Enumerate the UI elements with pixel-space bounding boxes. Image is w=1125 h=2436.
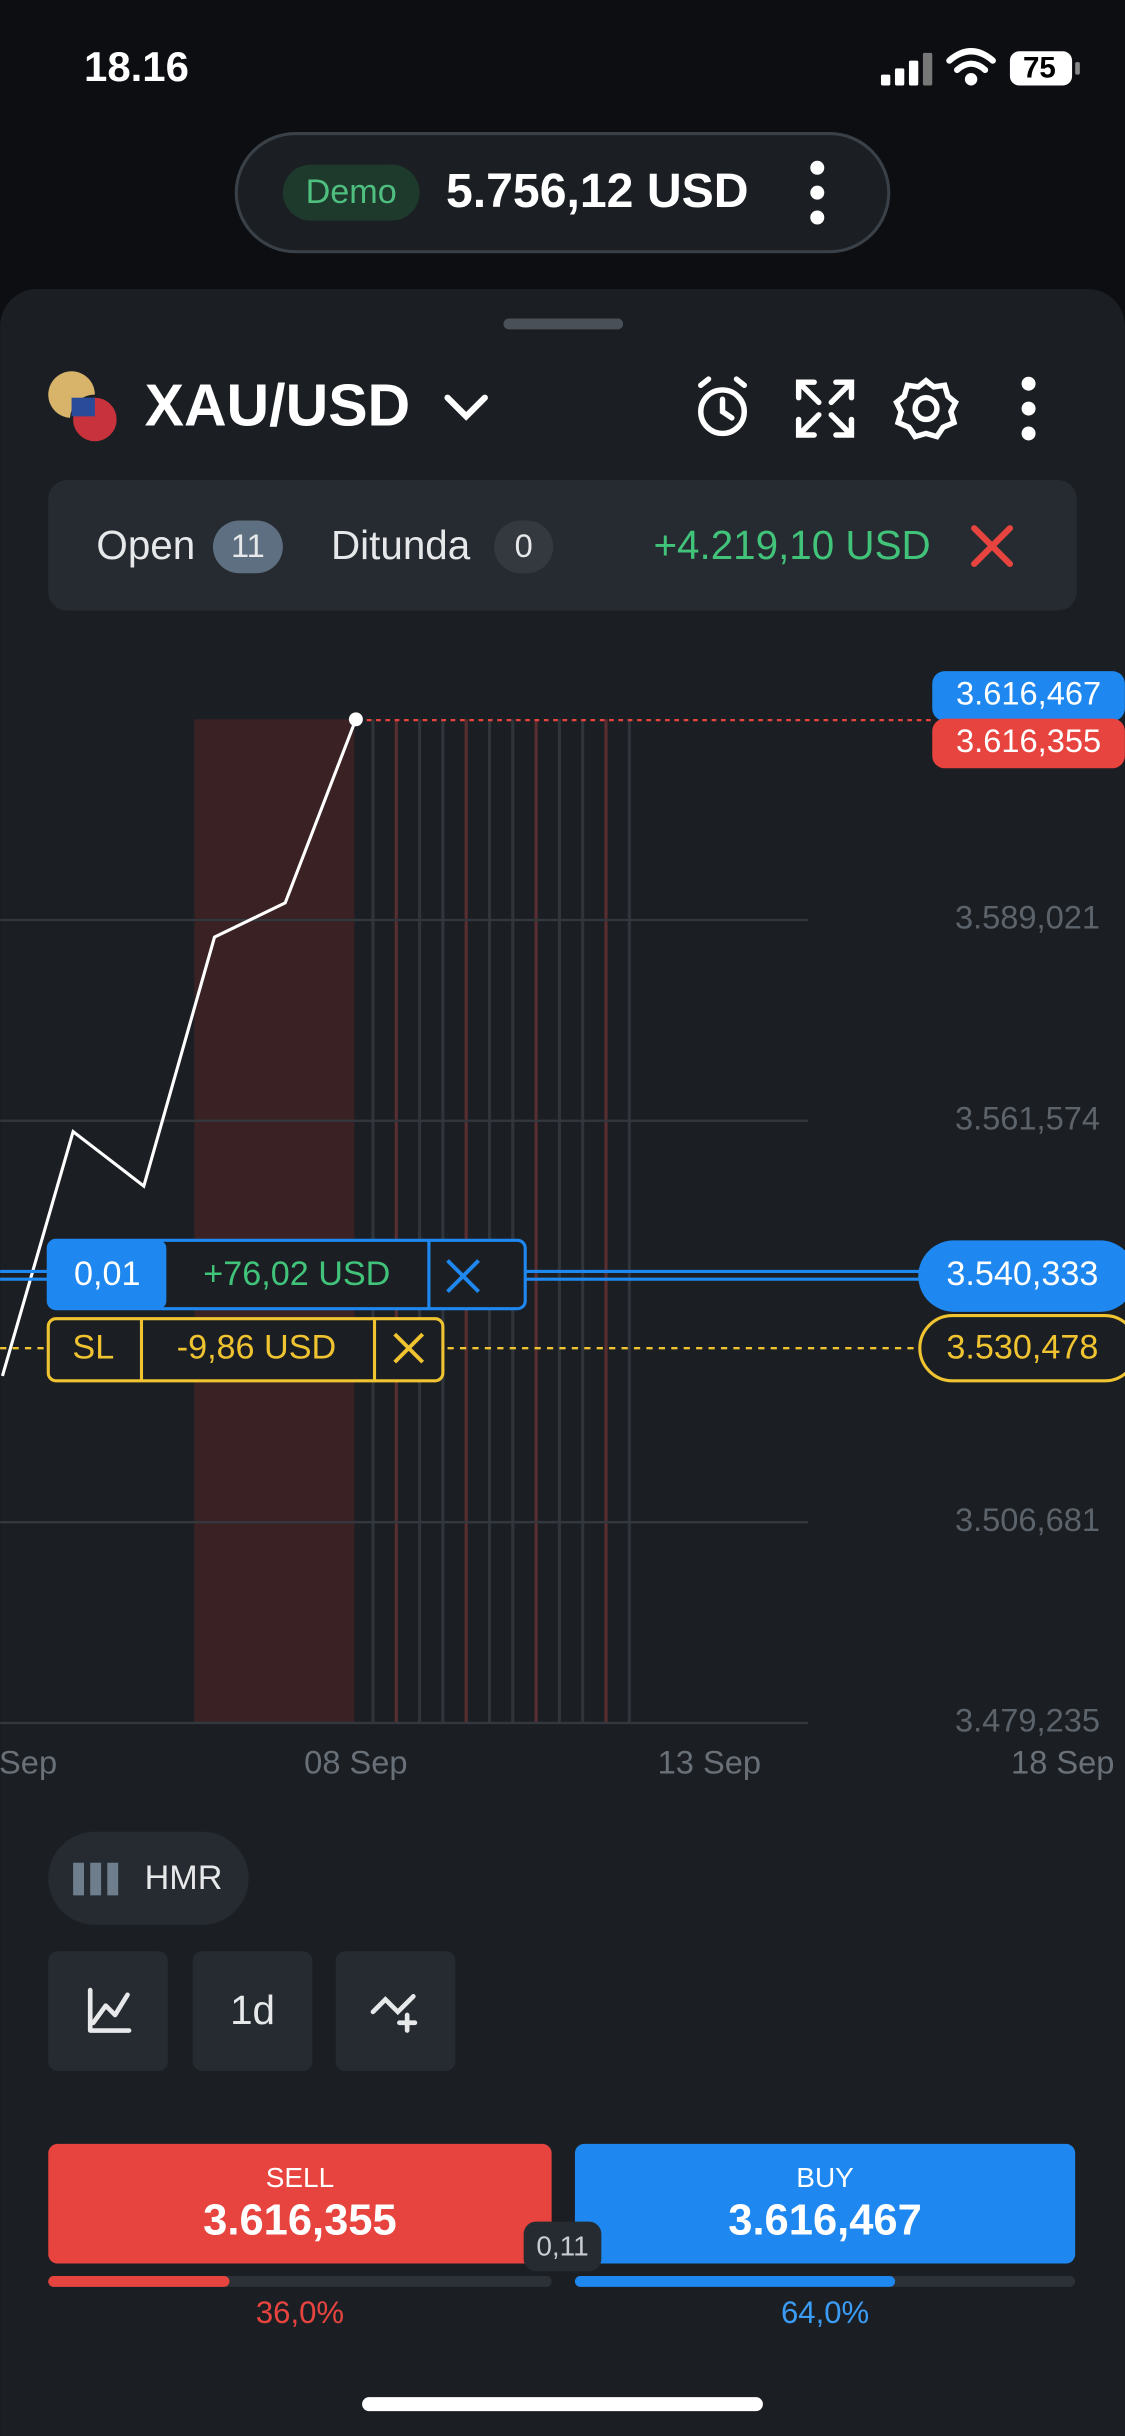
buy-share-bar: [574, 2275, 896, 2287]
ask-price-tag: [932, 671, 1125, 721]
symbol-dropdown[interactable]: [444, 394, 488, 421]
session-highlight: [194, 719, 355, 1723]
y-tick-label: 3.506,681: [955, 1501, 1100, 1538]
home-indicator: [362, 2397, 763, 2412]
bid-price-label: 3.616,355: [956, 722, 1101, 759]
open-count-badge: [212, 520, 283, 574]
y-tick-label: 3.589,021: [955, 899, 1100, 936]
battery: [1009, 51, 1073, 86]
stop-loss-tag: SL: [72, 1329, 114, 1367]
account-menu[interactable]: [810, 160, 825, 225]
indicator-icon: [73, 1862, 119, 1896]
buy-share-label: 64,0%: [781, 2295, 869, 2330]
pending-tab[interactable]: Ditunda: [331, 522, 471, 568]
battery-cap: [1075, 62, 1080, 75]
wifi-icon: [946, 48, 996, 86]
signal-icon: [880, 52, 933, 86]
timeframe-label: 1d: [230, 1987, 275, 2033]
sell-share-bar: [48, 2275, 230, 2287]
indicator-pill[interactable]: [48, 1831, 249, 1925]
position-price-tag: [918, 1240, 1125, 1312]
bid-price-tag: [932, 718, 1125, 769]
position-pnl: +76,02 USD: [203, 1255, 390, 1293]
positions-bar: [48, 480, 1077, 611]
price-chart: 3.479,235 3.506,681 3.561,574 3.589,021 Sep 0…: [0, 671, 1125, 1780]
sell-price: 3.616,355: [203, 2197, 397, 2245]
settings-icon[interactable]: [893, 377, 959, 440]
buy-label: BUY: [796, 2162, 854, 2193]
status-time: 18.16: [84, 43, 189, 90]
open-count: 11: [231, 527, 265, 564]
last-price-dot: [348, 712, 363, 727]
total-pnl: +4.219,10 USD: [653, 522, 930, 568]
alarm-icon[interactable]: [698, 376, 747, 437]
demo-badge: [282, 164, 420, 221]
y-tick-label: 3.561,574: [955, 1099, 1100, 1136]
spread: 0,11: [536, 2230, 588, 2261]
x-tick-label: Sep: [0, 1743, 57, 1780]
pending-count: 0: [515, 527, 533, 564]
chart-type-icon: [87, 1987, 132, 2033]
position-volume-box: [48, 1240, 167, 1309]
drag-handle[interactable]: [503, 318, 624, 330]
open-tab[interactable]: Open: [96, 522, 195, 568]
spread-badge: [523, 2221, 602, 2272]
price-line: [0, 718, 358, 1377]
sell-share-label: 36,0%: [256, 2295, 344, 2330]
close-all-button[interactable]: [971, 525, 1014, 568]
stop-loss-box: [46, 1317, 445, 1383]
position-volume: 0,01: [74, 1255, 140, 1293]
x-tick-label: 08 Sep: [304, 1743, 407, 1780]
y-tick-label: 3.479,235: [955, 1702, 1100, 1739]
stop-loss-pnl: -9,86 USD: [177, 1329, 336, 1367]
more-menu[interactable]: [1021, 376, 1036, 441]
battery-level: 75: [1023, 52, 1056, 85]
fullscreen-icon[interactable]: [795, 379, 855, 438]
position-price-label: 3.540,333: [946, 1255, 1098, 1293]
position-close[interactable]: [446, 1259, 480, 1293]
account-balance: 5.756,12 USD: [446, 164, 749, 218]
x-tick-label: 13 Sep: [658, 1743, 761, 1780]
stop-loss-price-label: 3.530,478: [946, 1329, 1098, 1367]
ask-price-label: 3.616,467: [956, 675, 1101, 712]
pending-count-badge: [494, 520, 554, 574]
add-indicator-icon: [370, 1994, 418, 2033]
indicator-label: HMR: [145, 1859, 223, 1897]
sell-button[interactable]: [48, 2143, 552, 2264]
x-tick-label: 18 Sep: [1011, 1743, 1114, 1780]
account-pill[interactable]: [234, 132, 891, 254]
demo-label: Demo: [306, 173, 397, 211]
sell-label: SELL: [266, 2162, 334, 2193]
timeframe-button[interactable]: [192, 1951, 313, 2071]
flag-canton: [71, 397, 95, 417]
stop-loss-price-tag: [918, 1313, 1125, 1383]
buy-button[interactable]: [574, 2143, 1076, 2264]
buy-price: 3.616,467: [728, 2197, 922, 2245]
symbol-name[interactable]: XAU/USD: [145, 373, 411, 439]
stop-loss-close[interactable]: [393, 1332, 425, 1364]
